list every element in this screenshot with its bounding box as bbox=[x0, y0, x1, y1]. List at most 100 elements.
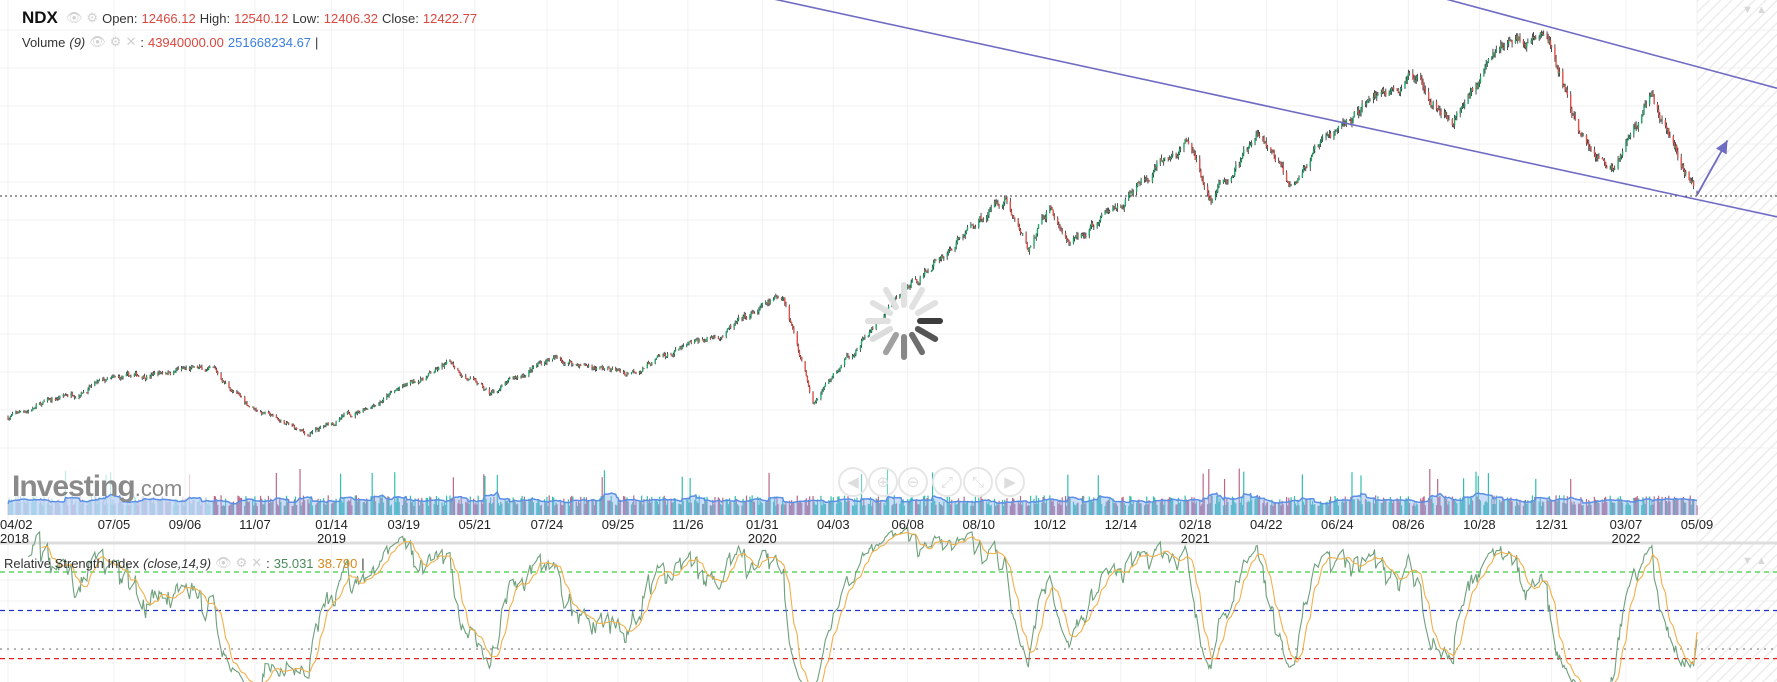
trendline-extension[interactable] bbox=[1696, 198, 1777, 218]
trendline-lower-channel[interactable] bbox=[762, 0, 1698, 201]
candle-body bbox=[506, 380, 509, 384]
candle-body bbox=[1532, 36, 1535, 38]
candle-body bbox=[1106, 210, 1109, 212]
candle-body bbox=[749, 315, 751, 320]
candle-body bbox=[221, 379, 223, 383]
volume-bar bbox=[959, 502, 961, 515]
volume-bar bbox=[1491, 498, 1493, 515]
volume-bar bbox=[1415, 503, 1417, 515]
volume-bar bbox=[1597, 500, 1599, 515]
volume-bar bbox=[96, 503, 98, 515]
candle-body bbox=[1549, 40, 1552, 46]
volume-bar bbox=[402, 504, 404, 515]
candle-body bbox=[963, 235, 965, 237]
candle-body bbox=[1360, 108, 1362, 114]
volume-bar bbox=[1633, 497, 1635, 515]
candle-body bbox=[1121, 205, 1123, 208]
candle-body bbox=[413, 379, 415, 383]
candle-body bbox=[1159, 158, 1162, 164]
volume-bar bbox=[1428, 497, 1430, 515]
candle-body bbox=[1555, 58, 1557, 67]
volume-bar bbox=[355, 495, 357, 515]
volume-bar bbox=[1500, 502, 1502, 515]
eye-icon[interactable]: 👁 bbox=[215, 555, 232, 570]
volume-bar bbox=[585, 497, 588, 515]
candle-body bbox=[49, 399, 51, 401]
gear-icon[interactable]: ⚙ bbox=[86, 10, 99, 25]
trendline-upper-channel[interactable] bbox=[1437, 0, 1698, 68]
candle-body bbox=[979, 216, 981, 221]
volume-bar bbox=[169, 501, 171, 515]
candle-body bbox=[627, 373, 629, 375]
close-icon[interactable]: ✕ bbox=[125, 34, 137, 49]
candle-body bbox=[768, 301, 770, 304]
volume-bar bbox=[536, 502, 538, 515]
candle-body bbox=[686, 344, 688, 346]
zoom-in-button[interactable]: ⊕ bbox=[868, 467, 898, 497]
volume-bar bbox=[1108, 498, 1111, 515]
candle-body bbox=[1390, 87, 1393, 93]
volume-bar bbox=[483, 474, 485, 515]
candle-body bbox=[1311, 153, 1314, 157]
candle-body bbox=[948, 248, 951, 250]
volume-bar bbox=[1541, 501, 1544, 515]
volume-bar bbox=[1658, 495, 1660, 515]
candle-body bbox=[1445, 115, 1448, 117]
candle-body bbox=[1611, 165, 1614, 171]
close-icon[interactable]: ✕ bbox=[251, 555, 263, 570]
candle-body bbox=[1025, 233, 1027, 244]
volume-bar bbox=[650, 502, 652, 515]
volume-bar bbox=[1180, 501, 1182, 515]
eye-icon[interactable]: 👁 bbox=[89, 34, 106, 49]
candle-body bbox=[512, 377, 514, 379]
volume-bar bbox=[1001, 499, 1004, 515]
eye-icon[interactable]: 👁 bbox=[65, 10, 83, 25]
volume-bar bbox=[252, 499, 254, 515]
candle-body bbox=[681, 346, 683, 349]
move-down-icon[interactable]: ▼ bbox=[1742, 555, 1753, 567]
volume-bar bbox=[571, 495, 573, 515]
volume-bar bbox=[1064, 495, 1067, 515]
volume-bar bbox=[280, 501, 282, 515]
volume-bar bbox=[1435, 505, 1438, 515]
candle-body bbox=[1290, 184, 1292, 186]
volume-ma-value: 251668234.67 bbox=[227, 34, 312, 50]
candle-body bbox=[161, 372, 164, 374]
candle-body bbox=[1097, 223, 1099, 225]
move-up-icon[interactable]: ▲ bbox=[1755, 4, 1767, 16]
move-up-icon[interactable]: ▲ bbox=[1755, 555, 1767, 567]
volume-bar bbox=[970, 505, 972, 515]
volume-bar bbox=[1088, 496, 1090, 515]
candle-body bbox=[1011, 215, 1014, 217]
volume-bar bbox=[801, 503, 803, 515]
volume-bar bbox=[717, 497, 719, 515]
gear-icon[interactable]: ⚙ bbox=[109, 34, 122, 49]
candle-body bbox=[1522, 40, 1525, 45]
zoom-out-button[interactable]: ⊖ bbox=[898, 467, 928, 497]
gear-icon[interactable]: ⚙ bbox=[235, 555, 248, 570]
candle-body bbox=[710, 336, 713, 338]
scroll-left-button[interactable]: ◀ bbox=[838, 467, 868, 497]
scroll-right-button[interactable]: ▶ bbox=[995, 467, 1025, 497]
volume-bar bbox=[730, 502, 732, 515]
volume-bar bbox=[772, 501, 775, 515]
volume-bar bbox=[1058, 503, 1060, 515]
volume-bar bbox=[813, 501, 815, 515]
candle-body bbox=[670, 354, 672, 356]
volume-bar bbox=[1035, 495, 1037, 515]
trendline-extension[interactable] bbox=[1696, 65, 1777, 89]
move-down-icon[interactable]: ▼ bbox=[1742, 4, 1753, 16]
candle-body bbox=[1028, 247, 1031, 252]
trendline-drawings[interactable] bbox=[762, 0, 1777, 218]
candle-body bbox=[1577, 119, 1580, 133]
zoom-reset-button[interactable]: ⤡ bbox=[963, 467, 993, 497]
candle-body bbox=[1255, 133, 1257, 140]
volume-bar bbox=[1680, 498, 1682, 515]
volume-bar bbox=[436, 504, 439, 515]
volume-bar bbox=[1246, 502, 1248, 515]
volume-bar bbox=[404, 496, 406, 515]
candle-body bbox=[417, 381, 420, 383]
zoom-expand-button[interactable]: ⤢ bbox=[932, 467, 962, 497]
volume-bar bbox=[577, 501, 580, 515]
